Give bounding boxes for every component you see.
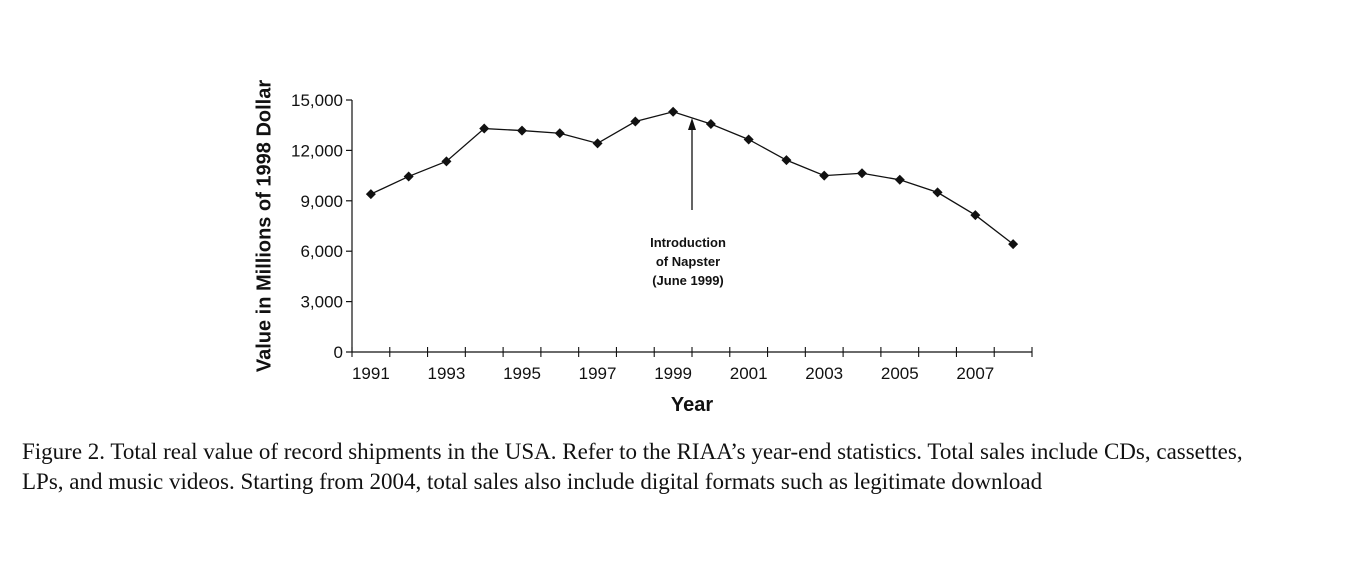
data-point-marker — [705, 119, 716, 130]
y-tick-label: 12,000 — [291, 141, 343, 160]
annotation-arrowhead — [688, 118, 696, 130]
x-tick-label: 2001 — [730, 364, 768, 383]
data-point-marker — [743, 134, 754, 145]
data-point-marker — [668, 106, 679, 117]
annotation-line-2: of Napster — [656, 254, 720, 269]
data-point-marker — [781, 155, 792, 166]
napster-annotation: Introduction of Napster (June 1999) — [650, 118, 726, 288]
x-tick-label: 2005 — [881, 364, 919, 383]
data-point-marker — [932, 187, 943, 198]
figure-caption: Figure 2. Total real value of record shi… — [22, 439, 1243, 494]
data-point-marker — [970, 210, 981, 221]
x-tick-label: 1993 — [428, 364, 466, 383]
y-tick-label: 15,000 — [291, 91, 343, 110]
y-axis-title: Value in Millions of 1998 Dollar — [253, 80, 275, 373]
data-point-marker — [441, 156, 452, 167]
data-point-marker — [517, 125, 527, 136]
y-tick-label: 6,000 — [300, 242, 343, 261]
data-point-marker — [365, 189, 376, 200]
data-point-marker — [819, 170, 830, 181]
series-line — [370, 111, 1014, 245]
x-tick-label: 1999 — [654, 364, 692, 383]
x-tick-label: 1997 — [579, 364, 617, 383]
data-point-marker — [403, 171, 414, 182]
annotation-line-3: (June 1999) — [652, 273, 724, 288]
annotation-line-1: Introduction — [650, 235, 726, 250]
y-axis: 0 3,000 6,000 9,000 12,000 15,000 — [291, 91, 353, 362]
data-point-marker — [592, 138, 603, 149]
data-point-marker — [479, 123, 490, 134]
x-axis: 1991 1993 1995 1997 1999 2001 2003 2005 2007 — [351, 347, 1033, 383]
x-tick-label: 1991 — [352, 364, 390, 383]
data-point-marker — [554, 128, 565, 139]
series-line-group — [365, 106, 1019, 250]
y-tick-label: 0 — [334, 343, 343, 362]
y-tick-label: 3,000 — [300, 293, 343, 312]
data-point-marker — [630, 116, 641, 127]
x-axis-title: Year — [671, 394, 713, 416]
x-tick-label: 2003 — [805, 364, 843, 383]
y-tick-label: 9,000 — [300, 192, 343, 211]
x-tick-label: 2007 — [956, 364, 994, 383]
data-point-marker — [857, 168, 867, 179]
x-tick-label: 1995 — [503, 364, 541, 383]
data-point-marker — [1008, 239, 1019, 250]
data-point-marker — [894, 174, 905, 185]
